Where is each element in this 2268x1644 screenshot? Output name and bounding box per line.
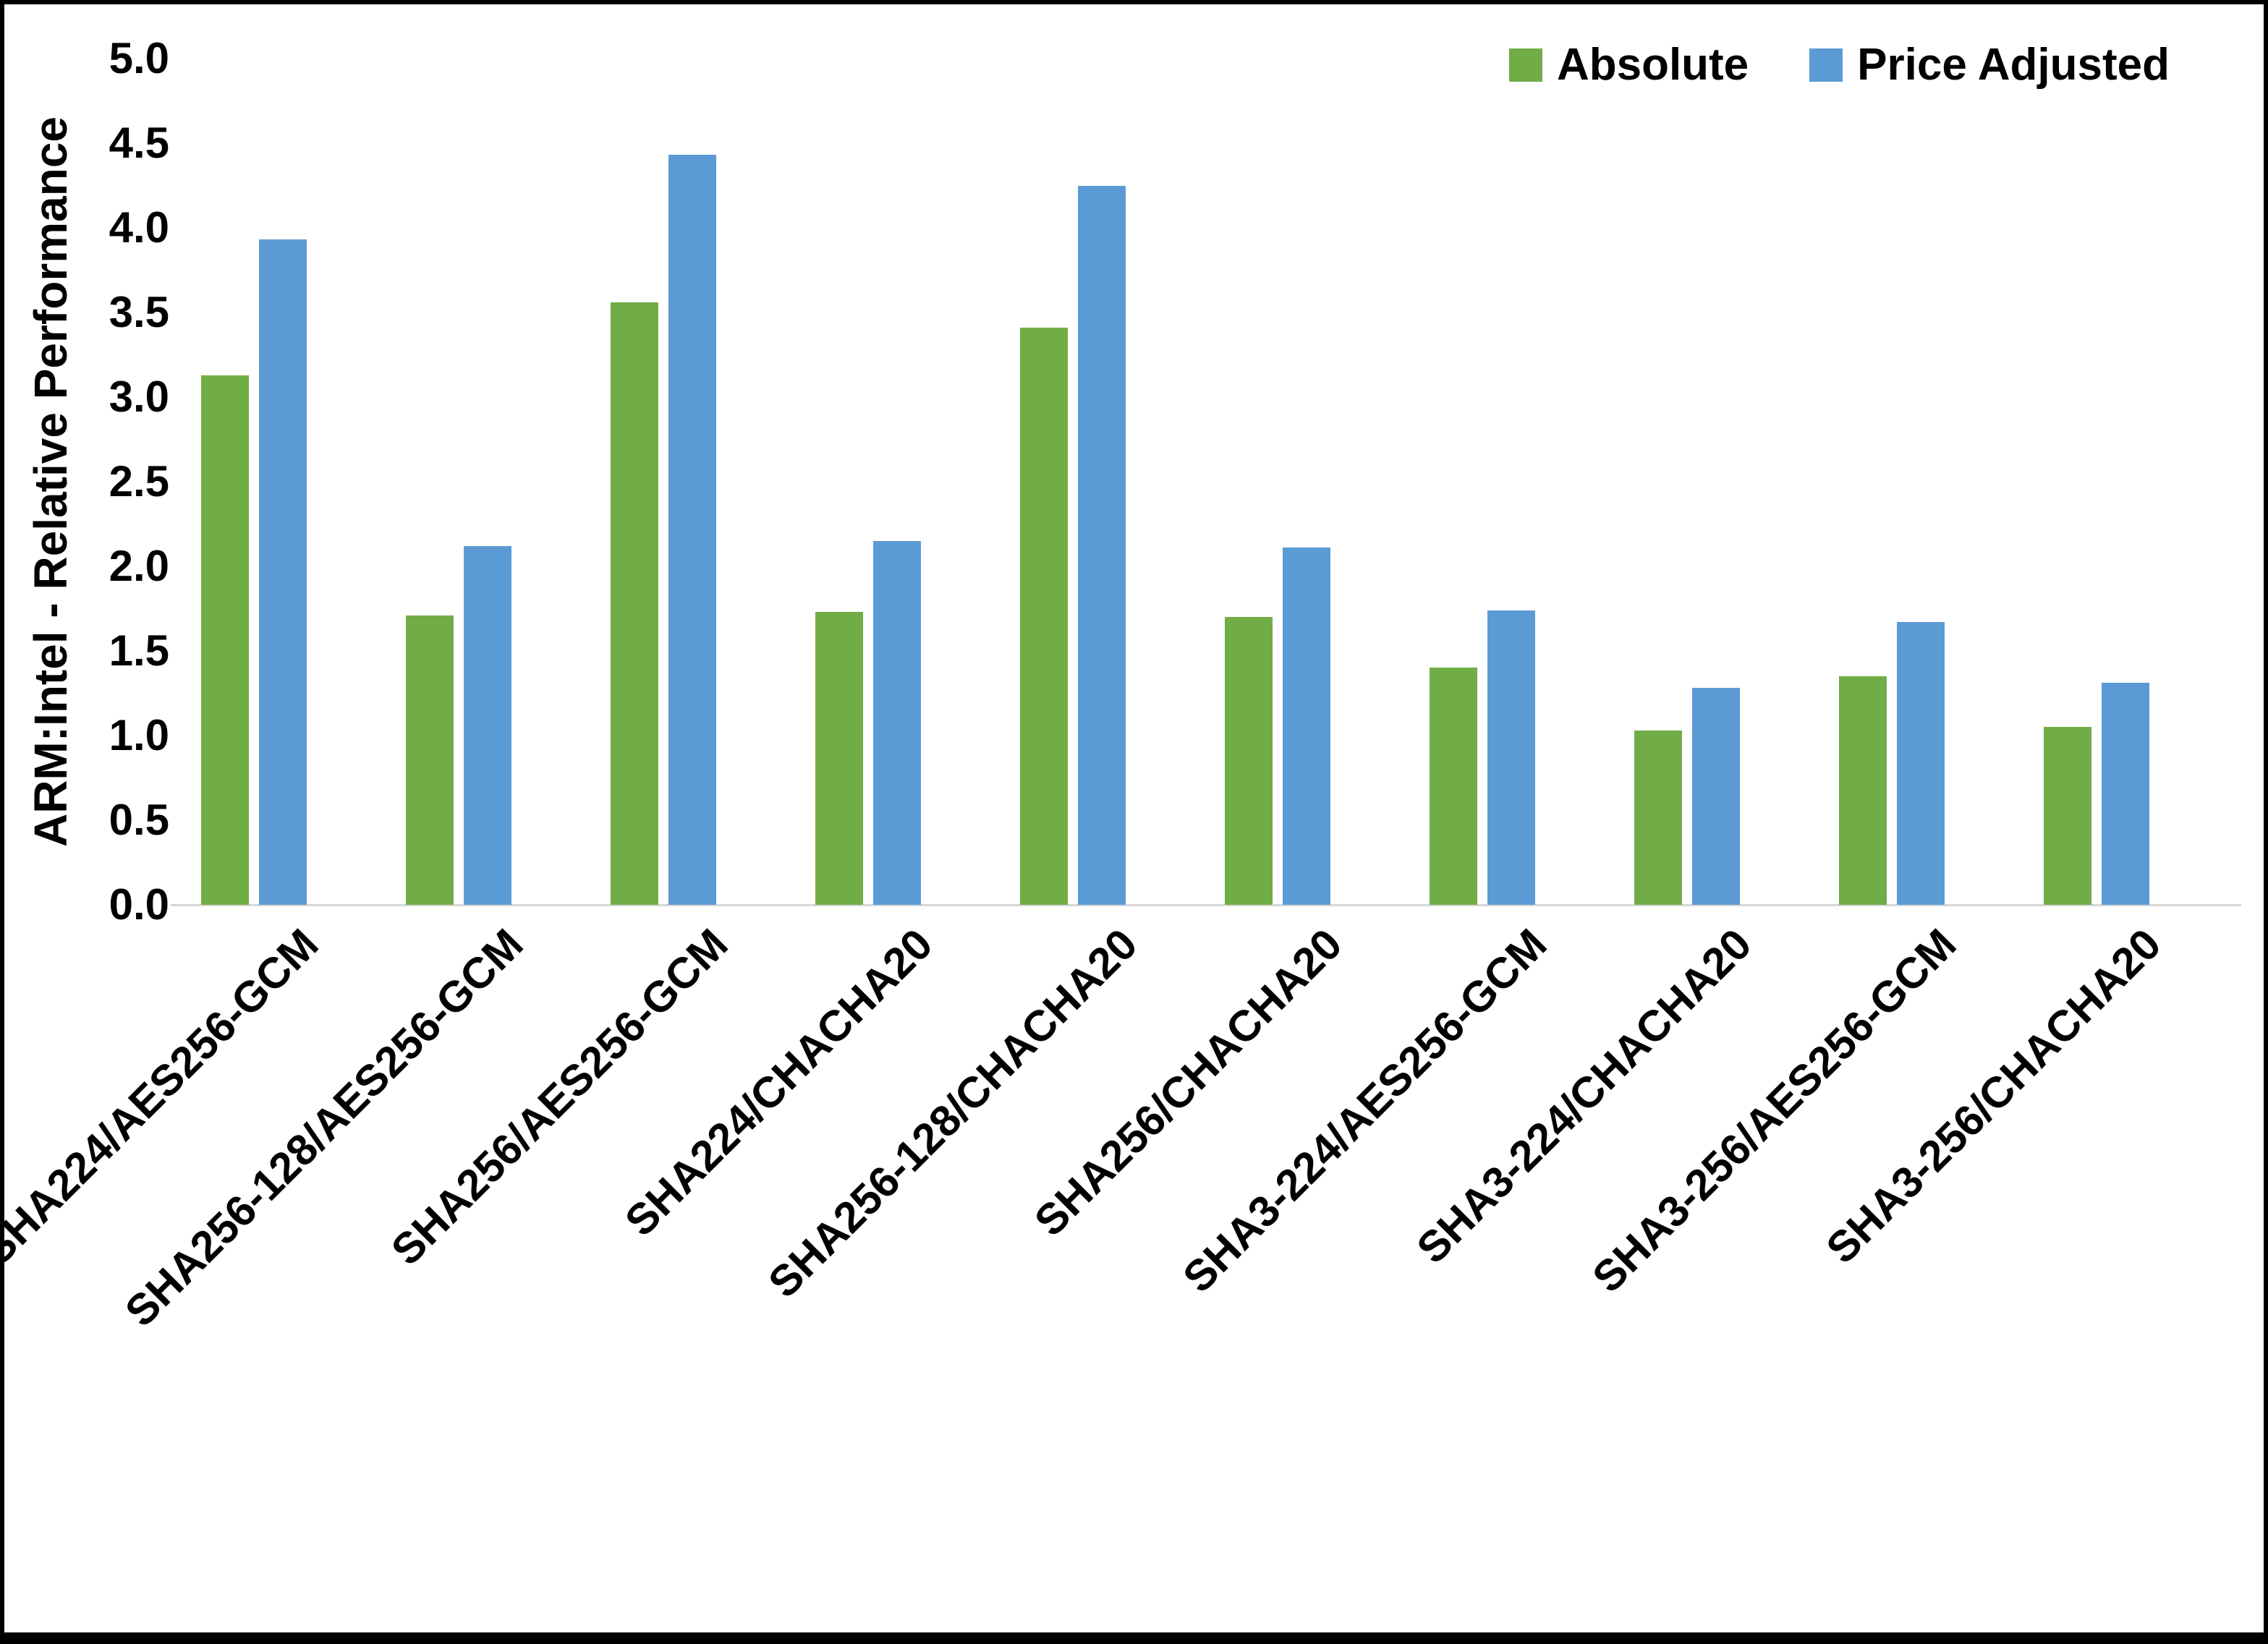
legend-item-price-adjusted: Price Adjusted [1809, 39, 2170, 90]
bar-absolute [1430, 668, 1477, 905]
y-tick-label: 2.5 [109, 457, 169, 506]
bar-absolute [1020, 328, 1068, 905]
legend-label-absolute: Absolute [1556, 40, 1749, 90]
y-tick-label: 3.5 [109, 288, 169, 336]
bar-price-adjusted [1692, 688, 1740, 905]
bar-price-adjusted [1487, 610, 1535, 905]
bar-price-adjusted [668, 155, 716, 905]
legend-marker-price-adjusted-icon [1809, 48, 1843, 82]
x-axis-line [171, 904, 2241, 906]
bar-price-adjusted [1897, 622, 1945, 905]
bar-absolute [611, 302, 658, 905]
bar-absolute [201, 375, 249, 905]
bar-price-adjusted [873, 540, 921, 905]
bar-price-adjusted [259, 239, 307, 905]
y-tick-label: 4.5 [109, 119, 169, 167]
y-tick-label: 5.0 [109, 34, 169, 82]
bar-absolute [815, 612, 863, 905]
y-tick-label: 4.0 [109, 203, 169, 252]
bar-absolute [1839, 676, 1887, 905]
y-tick-label: 0.5 [109, 796, 169, 844]
y-tick-label: 1.0 [109, 711, 169, 759]
legend-label-price-adjusted: Price Adjusted [1857, 40, 2170, 90]
bar-price-adjusted [2102, 683, 2149, 905]
bar-price-adjusted [1078, 185, 1126, 905]
y-tick-label: 0.0 [109, 880, 169, 929]
bar-absolute [2044, 727, 2091, 905]
bar-price-adjusted [1283, 548, 1330, 905]
plot-area [185, 59, 2233, 905]
bar-price-adjusted [464, 545, 511, 905]
legend: Absolute Price Adjusted [1508, 39, 2170, 90]
bar-absolute [1634, 730, 1682, 905]
bar-absolute [406, 615, 454, 905]
bar-absolute [1225, 617, 1273, 905]
y-tick-label: 2.0 [109, 542, 169, 590]
legend-item-absolute: Absolute [1508, 39, 1749, 90]
y-tick-label: 3.0 [109, 372, 169, 421]
y-tick-label: 1.5 [109, 626, 169, 675]
legend-marker-absolute-icon [1508, 48, 1542, 82]
